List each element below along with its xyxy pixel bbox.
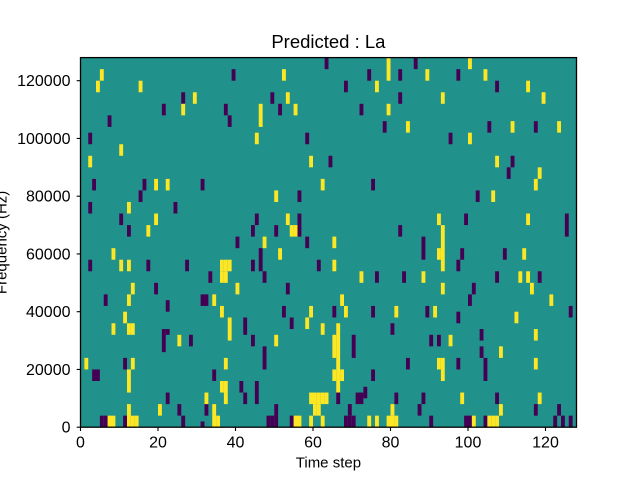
svg-text:120000: 120000 — [17, 73, 70, 90]
svg-text:20: 20 — [149, 435, 167, 452]
svg-text:20000: 20000 — [26, 362, 71, 379]
svg-text:80: 80 — [382, 435, 400, 452]
svg-text:Frequency (Hz): Frequency (Hz) — [0, 191, 11, 294]
svg-text:80000: 80000 — [26, 189, 71, 206]
svg-text:0: 0 — [76, 435, 85, 452]
svg-text:Time step: Time step — [296, 454, 361, 471]
svg-text:0: 0 — [62, 420, 71, 437]
svg-text:100: 100 — [455, 435, 482, 452]
svg-text:40000: 40000 — [26, 304, 71, 321]
svg-text:120: 120 — [532, 435, 559, 452]
svg-text:40: 40 — [227, 435, 245, 452]
svg-text:Predicted : La: Predicted : La — [271, 31, 386, 52]
svg-text:60000: 60000 — [26, 246, 71, 263]
svg-text:100000: 100000 — [17, 131, 70, 148]
svg-text:60: 60 — [304, 435, 322, 452]
